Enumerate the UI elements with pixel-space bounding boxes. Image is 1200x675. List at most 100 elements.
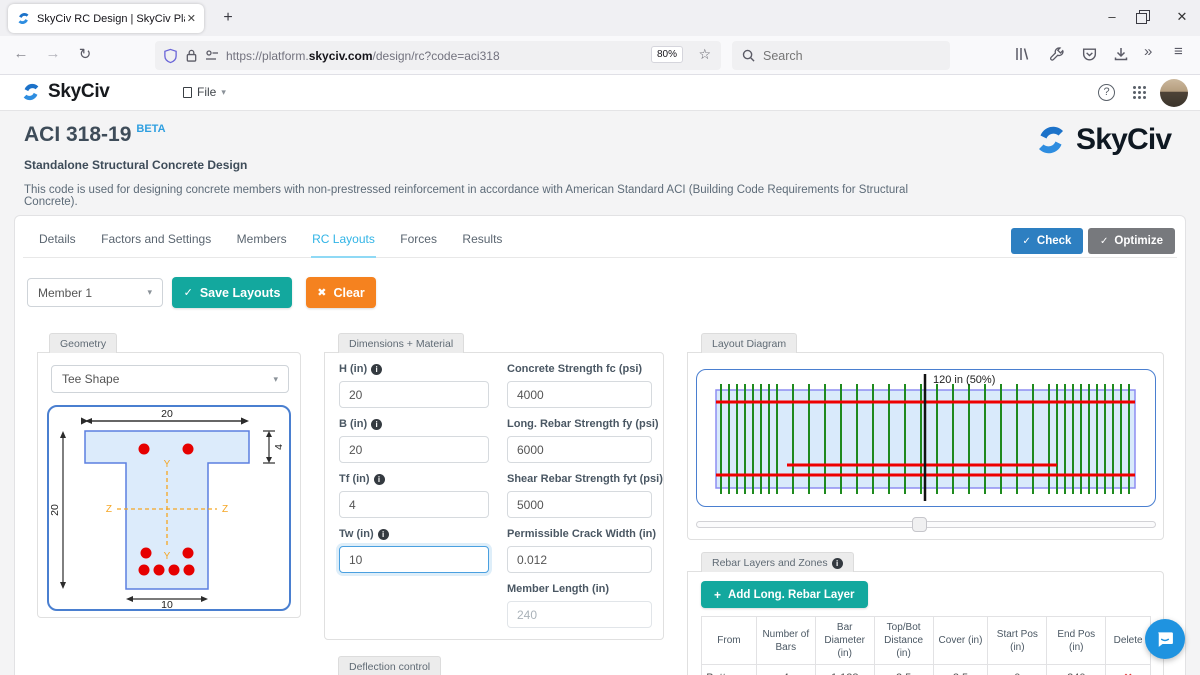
axis-y-top-label: Y — [164, 459, 171, 470]
tab-members[interactable]: Members — [236, 230, 288, 258]
window-restore-button[interactable] — [1136, 13, 1145, 22]
browser-tab-bar: SkyCiv RC Design | SkyCiv Platform ✕ + –… — [0, 0, 1200, 36]
slider-thumb[interactable] — [912, 517, 927, 532]
dimensions-panel: H (in)i B (in)i Tf (in)i Tw (in)i Concre… — [324, 352, 664, 640]
search-icon — [742, 49, 755, 62]
main-card: Details Factors and Settings Members RC … — [14, 215, 1186, 675]
bars-cell[interactable]: 4 — [756, 665, 815, 675]
tab-forces[interactable]: Forces — [399, 230, 438, 258]
tf-input[interactable] — [339, 491, 489, 518]
skyciv-logo-icon — [1033, 122, 1069, 158]
fyt-input[interactable] — [507, 491, 652, 518]
page-description: This code is used for designing concrete… — [24, 184, 924, 208]
chevron-down-icon: ▾ — [147, 287, 152, 298]
file-icon — [183, 87, 192, 98]
crack-width-input[interactable] — [507, 546, 652, 573]
fc-input[interactable] — [507, 381, 652, 408]
tab-close-icon[interactable]: ✕ — [187, 12, 196, 25]
forward-icon[interactable]: → — [42, 45, 64, 62]
window-minimize-button[interactable]: – — [1096, 0, 1128, 36]
chat-bubble-icon — [1155, 629, 1175, 649]
field-label-fc: Concrete Strength fc (psi) — [507, 363, 652, 375]
help-button[interactable]: ? — [1098, 84, 1115, 101]
tab-factors-and-settings[interactable]: Factors and Settings — [100, 230, 212, 258]
field-label-tf: Tf (in)i — [339, 473, 489, 485]
field-label-b: B (in)i — [339, 418, 489, 430]
col-end-pos: End Pos (in) — [1047, 617, 1106, 665]
bookmark-star-icon[interactable]: ☆ — [698, 46, 711, 63]
plus-icon: + — [714, 588, 721, 602]
tab-rc-layouts[interactable]: RC Layouts — [311, 230, 376, 258]
beam-diagram: 120 in (50%) — [696, 369, 1156, 507]
address-bar[interactable]: https://platform.skyciv.com/design/rc?co… — [155, 41, 721, 70]
delete-cell[interactable]: ✖ — [1106, 665, 1151, 675]
x-icon: ✖ — [317, 286, 326, 299]
app-header: SkyCiv File ▾ ? — [0, 75, 1200, 111]
tw-input[interactable] — [339, 546, 489, 573]
download-icon[interactable] — [1113, 46, 1129, 62]
fy-input[interactable] — [507, 436, 652, 463]
skyciv-logo-icon — [20, 81, 42, 103]
chat-widget-button[interactable] — [1145, 619, 1185, 659]
clear-button[interactable]: ✖Clear — [306, 277, 376, 308]
user-avatar[interactable] — [1160, 79, 1188, 107]
chevron-down-icon: ▾ — [221, 87, 226, 98]
rebar-table-header-row: From Number of Bars Bar Diameter (in) To… — [702, 617, 1151, 665]
info-icon: i — [371, 419, 382, 430]
dim-left: 20 — [49, 504, 61, 516]
back-icon[interactable]: ← — [10, 45, 32, 62]
reload-icon[interactable]: ↻ — [74, 45, 96, 63]
dim-flange: 4 — [273, 444, 285, 450]
delete-icon[interactable]: ✖ — [1123, 671, 1133, 675]
window-close-button[interactable]: ✕ — [1166, 0, 1198, 36]
info-icon: i — [374, 474, 385, 485]
end-pos-cell[interactable]: 240 — [1047, 665, 1106, 675]
layout-diagram-panel: 120 in (50%) — [687, 352, 1164, 540]
pocket-icon[interactable] — [1081, 46, 1098, 63]
rebar-section-label: Rebar Layers and Zonesi — [701, 552, 854, 572]
zoom-level-badge[interactable]: 80% — [651, 46, 683, 63]
shape-select-value: Tee Shape — [62, 372, 119, 386]
check-button[interactable]: ✓Check — [1011, 228, 1083, 254]
shape-select[interactable]: Tee Shape ▾ — [51, 365, 289, 393]
diameter-cell[interactable]: 1.128 — [815, 665, 874, 675]
overflow-chevrons-icon[interactable]: » — [1144, 43, 1152, 60]
skyciv-brand[interactable]: SkyCiv — [20, 81, 110, 103]
tab-results[interactable]: Results — [461, 230, 503, 258]
position-slider[interactable] — [696, 521, 1156, 528]
url-text: https://platform.skyciv.com/design/rc?co… — [226, 49, 500, 63]
info-icon: i — [371, 364, 382, 375]
wrench-icon[interactable] — [1049, 46, 1065, 62]
optimize-button[interactable]: ✓Optimize — [1088, 228, 1175, 254]
brand-name: SkyCiv — [48, 81, 110, 103]
beta-badge: BETA — [136, 123, 165, 135]
add-rebar-layer-button[interactable]: + Add Long. Rebar Layer — [701, 581, 868, 608]
file-menu[interactable]: File ▾ — [183, 85, 226, 99]
save-layouts-button[interactable]: ✓Save Layouts — [172, 277, 292, 308]
info-icon: i — [832, 558, 843, 569]
member-select[interactable]: Member 1 ▾ — [27, 278, 163, 307]
search-input[interactable] — [763, 49, 923, 63]
permissions-icon[interactable] — [205, 49, 219, 63]
lock-icon[interactable] — [185, 48, 198, 63]
col-start-pos: Start Pos (in) — [988, 617, 1047, 665]
new-tab-button[interactable]: + — [216, 7, 240, 31]
browser-tab[interactable]: SkyCiv RC Design | SkyCiv Platform ✕ — [8, 4, 204, 33]
menu-icon[interactable]: ≡ — [1174, 43, 1183, 60]
col-number-of-bars: Number of Bars — [756, 617, 815, 665]
h-input[interactable] — [339, 381, 489, 408]
b-input[interactable] — [339, 436, 489, 463]
field-label-fy: Long. Rebar Strength fy (psi) — [507, 418, 652, 430]
from-cell[interactable]: Bottom▾ — [702, 665, 757, 675]
tracking-shield-icon[interactable] — [163, 48, 178, 64]
logo-text: SkyCiv — [1076, 123, 1171, 157]
library-icon[interactable] — [1014, 46, 1030, 62]
distance-cell[interactable]: 2.5 — [874, 665, 933, 675]
browser-search-bar[interactable] — [732, 41, 950, 70]
start-pos-cell[interactable]: 0 — [988, 665, 1047, 675]
tab-details[interactable]: Details — [38, 230, 77, 258]
cover-cell[interactable]: 2.5 — [933, 665, 988, 675]
rebar-table: From Number of Bars Bar Diameter (in) To… — [701, 616, 1151, 675]
dim-bottom: 10 — [161, 599, 173, 609]
apps-grid-icon[interactable] — [1133, 86, 1136, 89]
